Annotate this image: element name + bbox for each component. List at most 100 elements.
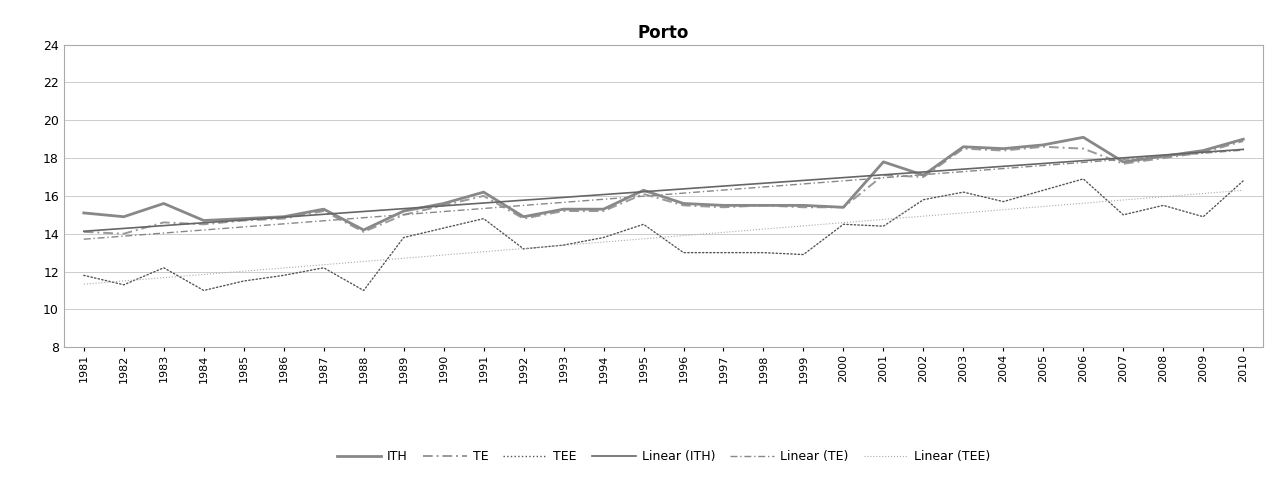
Linear (ITH) xyxy=(676,186,692,192)
TE xyxy=(916,174,931,180)
Linear (TEE) xyxy=(755,226,771,232)
Linear (TEE) xyxy=(276,265,291,271)
TEE xyxy=(956,189,971,195)
TE xyxy=(1115,161,1131,167)
TEE xyxy=(556,242,572,248)
TE xyxy=(716,204,731,210)
TEE xyxy=(156,265,171,271)
Linear (TEE) xyxy=(1196,190,1211,196)
ITH xyxy=(197,218,212,224)
Linear (TEE) xyxy=(516,246,531,251)
TEE xyxy=(436,225,452,231)
Linear (ITH) xyxy=(596,191,611,197)
Linear (TEE) xyxy=(995,207,1011,213)
Linear (ITH) xyxy=(1115,155,1131,161)
TEE xyxy=(396,235,411,241)
TEE xyxy=(77,272,92,278)
ITH xyxy=(116,214,131,220)
Linear (TE) xyxy=(1115,156,1131,162)
Linear (TEE) xyxy=(916,213,931,219)
Linear (TE) xyxy=(995,166,1011,172)
Legend: ITH, TE, TEE, Linear (ITH), Linear (TE), Linear (TEE): ITH, TE, TEE, Linear (ITH), Linear (TE),… xyxy=(332,445,995,468)
Linear (TEE) xyxy=(676,233,692,239)
Linear (TEE) xyxy=(875,216,891,222)
ITH xyxy=(875,159,891,165)
Linear (ITH) xyxy=(956,166,971,172)
Linear (ITH) xyxy=(1036,161,1051,167)
TEE xyxy=(476,216,491,222)
TE xyxy=(1036,144,1051,150)
ITH xyxy=(836,204,851,210)
Linear (TE) xyxy=(875,175,891,181)
TE xyxy=(436,202,452,208)
TE xyxy=(956,146,971,152)
TE xyxy=(77,229,92,235)
ITH xyxy=(236,216,251,222)
ITH xyxy=(1156,153,1171,159)
TE xyxy=(755,202,771,208)
Linear (ITH) xyxy=(836,175,851,181)
ITH xyxy=(396,208,411,214)
ITH xyxy=(956,144,971,150)
Linear (ITH) xyxy=(1076,158,1091,164)
Linear (TE) xyxy=(836,178,851,184)
TEE xyxy=(836,221,851,227)
Linear (ITH) xyxy=(276,214,291,220)
Linear (TEE) xyxy=(796,223,812,229)
Linear (ITH) xyxy=(116,226,131,232)
Linear (TE) xyxy=(1076,159,1091,165)
Linear (ITH) xyxy=(716,183,731,189)
TEE xyxy=(116,282,131,288)
Linear (ITH) xyxy=(635,189,651,195)
TE xyxy=(396,212,411,218)
Linear (TEE) xyxy=(77,281,92,287)
TEE xyxy=(676,249,692,255)
ITH xyxy=(716,202,731,208)
Linear (TE) xyxy=(556,199,572,205)
Linear (ITH) xyxy=(396,206,411,212)
Linear (TE) xyxy=(676,190,692,196)
ITH xyxy=(635,187,651,193)
Line: Linear (ITH): Linear (ITH) xyxy=(84,149,1243,231)
TE xyxy=(356,229,371,235)
Linear (TE) xyxy=(236,224,251,230)
TE xyxy=(1235,138,1250,144)
Linear (TE) xyxy=(476,205,491,211)
Linear (TE) xyxy=(197,227,212,233)
TE xyxy=(556,208,572,214)
Linear (TE) xyxy=(276,221,291,227)
Linear (TE) xyxy=(516,202,531,208)
Linear (TEE) xyxy=(1076,200,1091,206)
TE xyxy=(796,204,812,210)
Linear (TE) xyxy=(1196,150,1211,156)
Linear (ITH) xyxy=(916,169,931,175)
TE xyxy=(316,208,332,214)
ITH xyxy=(316,206,332,212)
Line: Linear (TEE): Linear (TEE) xyxy=(84,190,1243,284)
Linear (ITH) xyxy=(436,203,452,209)
ITH xyxy=(476,189,491,195)
ITH xyxy=(436,200,452,206)
Linear (ITH) xyxy=(516,197,531,203)
Linear (ITH) xyxy=(755,180,771,186)
Linear (TEE) xyxy=(635,236,651,242)
ITH xyxy=(1235,136,1250,142)
TEE xyxy=(1036,187,1051,193)
Linear (TE) xyxy=(916,172,931,178)
TE xyxy=(197,221,212,227)
ITH xyxy=(556,206,572,212)
TE xyxy=(1196,149,1211,155)
TE xyxy=(676,202,692,208)
Linear (ITH) xyxy=(236,217,251,223)
Line: Linear (TE): Linear (TE) xyxy=(84,150,1243,239)
Linear (ITH) xyxy=(1156,152,1171,158)
TEE xyxy=(1156,202,1171,208)
TE xyxy=(516,216,531,222)
TEE xyxy=(916,197,931,203)
Linear (TE) xyxy=(396,212,411,218)
TE xyxy=(995,148,1011,154)
Linear (TE) xyxy=(635,193,651,199)
ITH xyxy=(796,202,812,208)
Linear (TEE) xyxy=(236,268,251,274)
Linear (TEE) xyxy=(436,252,452,258)
